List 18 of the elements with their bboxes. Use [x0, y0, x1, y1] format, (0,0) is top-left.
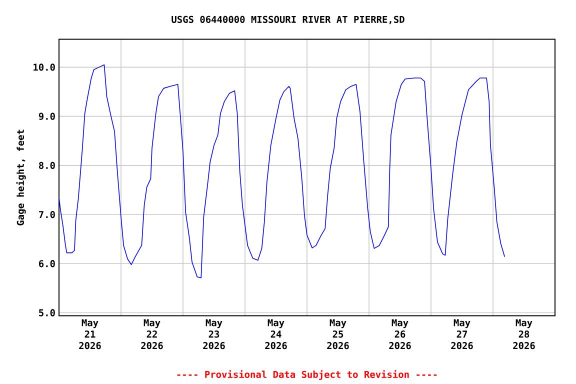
line-series: [59, 64, 506, 278]
y-tick-label: 9.0: [38, 112, 55, 120]
x-tick-label: May 23 2026: [203, 319, 225, 350]
x-tick-label: May 22 2026: [141, 319, 163, 350]
y-tick-label: 10.0: [34, 64, 55, 71]
x-tick-label: May 21 2026: [79, 319, 101, 350]
x-tick-label: May 28 2026: [513, 319, 535, 350]
y-tick-label: 7.0: [39, 210, 55, 218]
x-tick-label: May 26 2026: [389, 319, 411, 350]
y-axis-title: Gage height, feet: [16, 130, 26, 226]
x-tick-label: May 25 2026: [327, 319, 349, 350]
x-tick-label: May 27 2026: [451, 319, 473, 350]
y-tick-label: 5.0: [39, 309, 55, 316]
y-tick-label: 6.0: [38, 260, 55, 268]
chart-title: USGS 06440000 MISSOURI RIVER AT PIERRE,SD: [172, 16, 404, 24]
x-tick-label: May 24 2026: [265, 319, 287, 350]
text: ---- Provisional Data Subject to Revision ----: [177, 370, 437, 380]
y-tick-label: 8.0: [38, 162, 55, 170]
